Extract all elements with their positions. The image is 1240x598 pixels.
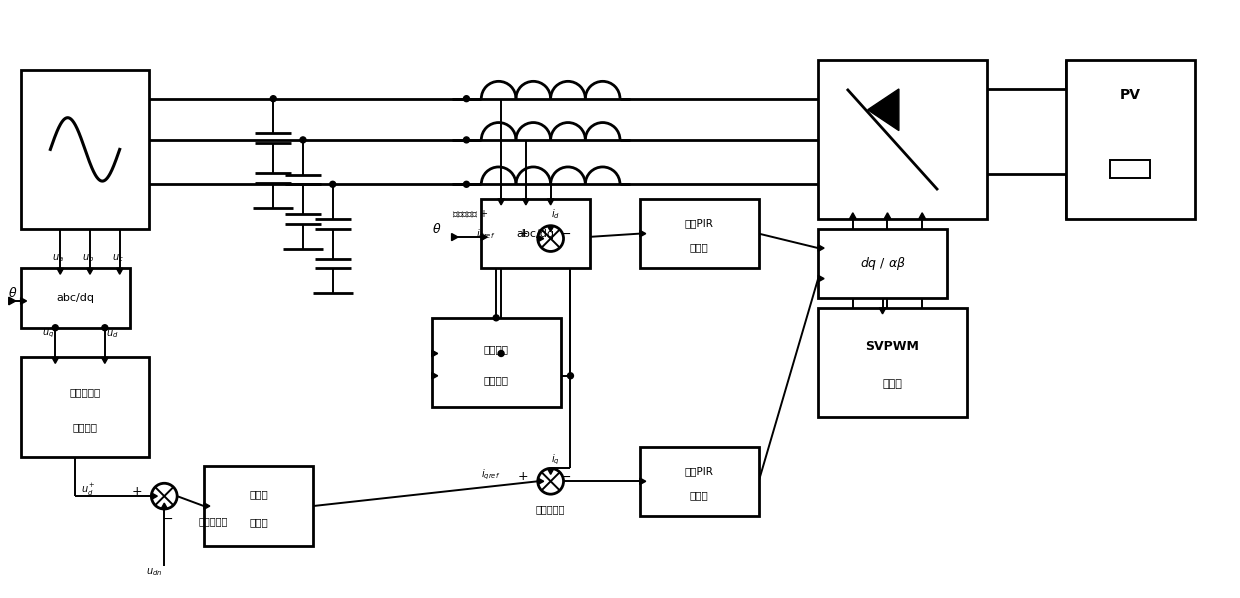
Text: $i_{dref}$: $i_{dref}$: [476, 227, 496, 240]
Polygon shape: [547, 225, 554, 231]
Polygon shape: [547, 199, 554, 205]
Circle shape: [498, 350, 505, 356]
Text: $u_d^+$: $u_d^+$: [81, 482, 95, 498]
Polygon shape: [161, 503, 167, 509]
Text: 有功电流: 有功电流: [484, 344, 508, 354]
Circle shape: [270, 96, 277, 102]
Polygon shape: [117, 269, 123, 274]
Bar: [1110, 160, 1149, 178]
Text: $i_q$: $i_q$: [552, 452, 560, 466]
Text: 自适应: 自适应: [249, 489, 268, 499]
Polygon shape: [538, 478, 543, 484]
Polygon shape: [818, 245, 825, 251]
Polygon shape: [849, 213, 856, 219]
Bar: [818, 60, 987, 219]
Text: 计算单元: 计算单元: [484, 375, 508, 385]
Text: $dq\ /\ \alpha\beta$: $dq\ /\ \alpha\beta$: [859, 255, 905, 272]
Polygon shape: [151, 493, 157, 499]
Bar: [818, 228, 947, 298]
Polygon shape: [884, 213, 890, 219]
Polygon shape: [9, 297, 16, 305]
Polygon shape: [919, 213, 925, 219]
Text: 电压正负序: 电压正负序: [69, 387, 100, 397]
Bar: [1066, 60, 1194, 219]
Text: $u_{dn}$: $u_{dn}$: [146, 566, 162, 578]
Polygon shape: [879, 308, 885, 314]
Polygon shape: [87, 269, 93, 274]
Text: $+$: $+$: [131, 485, 143, 498]
Bar: [640, 447, 759, 516]
Text: 第六加法器: 第六加法器: [198, 516, 228, 526]
Bar: [21, 358, 149, 456]
Text: 控制器: 控制器: [249, 517, 268, 527]
Polygon shape: [868, 89, 899, 130]
Circle shape: [494, 315, 500, 321]
Polygon shape: [21, 298, 26, 304]
Text: $i_{qref}$: $i_{qref}$: [481, 467, 501, 481]
Text: $+$: $+$: [517, 470, 528, 483]
Bar: [203, 466, 312, 546]
Polygon shape: [547, 468, 554, 474]
Circle shape: [464, 96, 470, 102]
Circle shape: [464, 137, 470, 143]
Text: $+$: $+$: [517, 227, 528, 240]
Text: 调制器: 调制器: [883, 379, 903, 389]
Polygon shape: [432, 350, 438, 357]
Polygon shape: [497, 199, 505, 205]
Circle shape: [464, 181, 470, 187]
Polygon shape: [432, 373, 438, 379]
Text: 控制器: 控制器: [689, 242, 708, 252]
Text: $-$: $-$: [560, 470, 572, 483]
Text: abc/dq: abc/dq: [517, 228, 554, 239]
Text: SVPWM: SVPWM: [866, 340, 919, 353]
Text: $u_a$: $u_a$: [52, 252, 64, 264]
Polygon shape: [52, 358, 58, 364]
Circle shape: [300, 137, 306, 143]
Bar: [481, 199, 590, 269]
Polygon shape: [481, 234, 487, 240]
Polygon shape: [102, 358, 108, 364]
Circle shape: [52, 325, 58, 331]
Polygon shape: [640, 478, 646, 484]
Text: PV: PV: [1120, 88, 1141, 102]
Text: $u_b$: $u_b$: [82, 252, 94, 264]
Text: $-$: $-$: [161, 511, 172, 524]
Bar: [432, 318, 560, 407]
Circle shape: [102, 325, 108, 331]
Text: 第七加法器: 第七加法器: [536, 504, 565, 514]
Circle shape: [330, 181, 336, 187]
Bar: [21, 70, 149, 228]
Text: $u_c$: $u_c$: [112, 252, 124, 264]
Text: $\theta$: $\theta$: [432, 222, 441, 236]
Polygon shape: [538, 235, 543, 242]
Polygon shape: [203, 503, 210, 509]
Polygon shape: [57, 269, 63, 274]
Bar: [21, 269, 130, 328]
Polygon shape: [818, 275, 825, 282]
Text: $\theta$: $\theta$: [7, 286, 17, 300]
Polygon shape: [522, 199, 529, 205]
Text: $u_d$: $u_d$: [105, 328, 118, 340]
Text: $u_q$: $u_q$: [42, 328, 55, 340]
Bar: [640, 199, 759, 269]
Text: 分离单元: 分离单元: [72, 422, 98, 432]
Polygon shape: [451, 234, 458, 240]
Bar: [818, 308, 967, 417]
Text: 第八加法器 $+$: 第八加法器 $+$: [451, 208, 489, 219]
Circle shape: [568, 373, 573, 379]
Text: 第一PIR: 第一PIR: [684, 466, 714, 476]
Polygon shape: [640, 230, 646, 237]
Text: 第二PIR: 第二PIR: [684, 218, 714, 228]
Text: $-$: $-$: [560, 227, 572, 240]
Text: 控制器: 控制器: [689, 490, 708, 500]
Text: abc/dq: abc/dq: [56, 293, 94, 303]
Text: $i_d$: $i_d$: [551, 207, 560, 221]
